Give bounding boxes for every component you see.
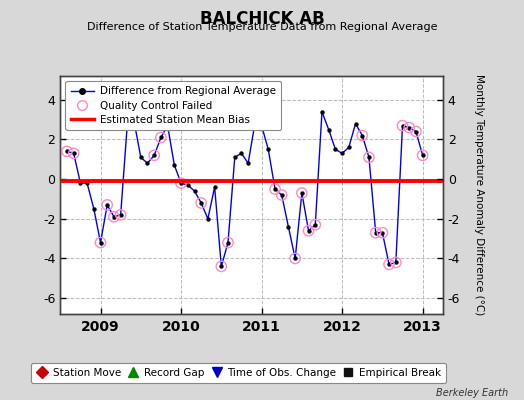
Point [318,108,326,115]
Point [217,263,225,270]
Point [304,228,313,234]
Point [405,124,413,131]
Point [231,154,239,160]
Point [190,188,199,194]
Point [385,261,393,268]
Point [284,224,292,230]
Text: Berkeley Earth: Berkeley Earth [436,388,508,398]
Point [63,148,71,154]
Point [123,120,132,127]
Point [412,128,420,135]
Point [398,122,407,129]
Point [345,144,353,150]
Point [250,120,259,127]
Point [96,239,105,246]
Point [298,190,306,196]
Point [177,180,185,186]
Point [419,152,427,158]
Point [398,122,407,129]
Point [204,216,212,222]
Point [338,150,346,156]
Point [391,259,400,266]
Point [110,214,118,220]
Point [63,148,71,154]
Point [405,124,413,131]
Point [278,192,286,198]
Point [237,150,246,156]
Point [157,134,165,141]
Point [358,132,366,139]
Point [304,228,313,234]
Point [352,120,360,127]
Point [103,202,112,208]
Point [103,202,112,208]
Point [271,186,279,192]
Point [163,122,172,129]
Point [358,132,366,139]
Point [244,160,253,166]
Point [378,230,387,236]
Point [311,222,320,228]
Point [372,230,380,236]
Point [76,180,84,186]
Point [271,186,279,192]
Point [70,150,78,156]
Point [278,192,286,198]
Point [130,118,138,125]
Point [391,259,400,266]
Point [197,200,205,206]
Point [298,190,306,196]
Point [163,122,172,129]
Point [291,255,299,262]
Point [150,152,158,158]
Point [324,126,333,133]
Point [365,154,373,160]
Point [116,212,125,218]
Point [157,134,165,141]
Point [110,214,118,220]
Point [250,120,259,127]
Point [257,122,266,129]
Point [224,239,232,246]
Point [224,239,232,246]
Point [70,150,78,156]
Point [419,152,427,158]
Point [412,128,420,135]
Point [90,206,98,212]
Point [378,230,387,236]
Point [96,239,105,246]
Point [217,263,225,270]
Point [264,146,272,152]
Point [311,222,320,228]
Point [372,230,380,236]
Point [183,182,192,188]
Point [257,122,266,129]
Point [197,200,205,206]
Point [83,180,91,186]
Point [150,152,158,158]
Point [291,255,299,262]
Point [116,212,125,218]
Text: Difference of Station Temperature Data from Regional Average: Difference of Station Temperature Data f… [87,22,437,32]
Point [170,162,179,168]
Legend: Difference from Regional Average, Quality Control Failed, Estimated Station Mean: Difference from Regional Average, Qualit… [66,81,281,130]
Point [365,154,373,160]
Point [211,184,219,190]
Point [137,154,145,160]
Point [143,160,151,166]
Point [331,146,340,152]
Point [385,261,393,268]
Legend: Station Move, Record Gap, Time of Obs. Change, Empirical Break: Station Move, Record Gap, Time of Obs. C… [30,363,446,383]
Point [177,180,185,186]
Text: BALCHICK AB: BALCHICK AB [200,10,324,28]
Y-axis label: Monthly Temperature Anomaly Difference (°C): Monthly Temperature Anomaly Difference (… [474,74,484,316]
